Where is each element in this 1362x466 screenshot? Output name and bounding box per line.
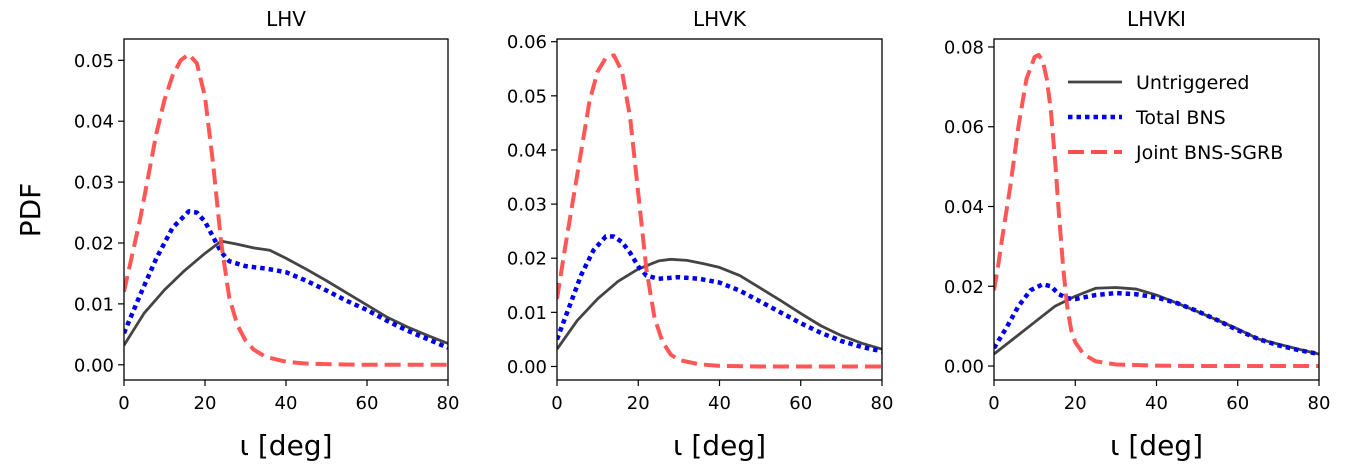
series-line-joint-bns-sgrb	[124, 52, 448, 367]
legend-entry: Untriggered	[1136, 72, 1249, 94]
legend: Untriggered Total BNS Joint BNS-SGRB	[1068, 72, 1283, 164]
series-line-untriggered	[557, 257, 882, 351]
axes-frame	[123, 38, 449, 381]
y-tick-label: 0.00	[74, 355, 114, 376]
x-tick-label: 80	[437, 393, 460, 414]
y-tick-label: 0.04	[507, 140, 547, 161]
y-tick-label: 0.00	[944, 357, 984, 378]
y-tick-label: 0.04	[944, 197, 984, 218]
y-tick-label: 0.08	[944, 37, 984, 58]
x-axis-label: ι [deg]	[1110, 429, 1203, 462]
y-tick-label: 0.03	[74, 173, 114, 194]
x-axis-label: ι [deg]	[673, 429, 766, 462]
y-tick-label: 0.05	[507, 86, 547, 107]
y-tick-label: 0.00	[507, 357, 547, 378]
legend-entry: Total BNS	[1135, 107, 1226, 129]
y-tick-label: 0.05	[74, 51, 114, 72]
x-tick-label: 20	[194, 393, 217, 414]
y-tick-label: 0.01	[507, 303, 547, 324]
y-tick-label: 0.02	[507, 249, 547, 270]
y-tick-label: 0.06	[944, 117, 984, 138]
series-line-joint-bns-sgrb	[557, 53, 882, 369]
legend-entry: Joint BNS-SGRB	[1135, 142, 1283, 164]
x-tick-label: 20	[1064, 393, 1087, 414]
y-tick-label: 0.03	[507, 195, 547, 216]
axes-frame	[556, 38, 883, 381]
plot-area	[124, 52, 448, 367]
panel-lhv: 0 20 40 60 80 0.00 0.01 0.02 0.03 0.04 0.05 LHV ι [d…	[74, 7, 460, 462]
panel-title: LHVKI	[1127, 7, 1186, 31]
x-tick-label: 40	[275, 393, 298, 414]
series-line-total-bns	[124, 209, 448, 350]
y-axis-label: PDF	[14, 183, 47, 238]
x-tick-label: 0	[118, 393, 129, 414]
panel-title: LHV	[266, 7, 306, 31]
y-tick-label: 0.06	[507, 32, 547, 53]
series-line-total-bns	[557, 234, 882, 354]
x-tick-label: 80	[871, 393, 894, 414]
x-tick-label: 20	[627, 393, 650, 414]
y-tick-label: 0.01	[74, 294, 114, 315]
y-tick-label: 0.02	[944, 277, 984, 298]
panel-lhvki: 0 20 40 60 80 0.00 0.02 0.04 0.06 0.08 LHVKI ι [deg…	[944, 7, 1331, 462]
plot-area	[557, 53, 882, 369]
panel-title: LHVK	[693, 7, 747, 31]
panel-lhvk: 0 20 40 60 80 0.00 0.01 0.02 0.03 0.04 0.05 0.06 LHV…	[507, 7, 894, 462]
plot-area	[994, 52, 1319, 369]
series-line-joint-bns-sgrb	[994, 52, 1319, 369]
x-axis-label: ι [deg]	[240, 429, 333, 462]
x-tick-label: 0	[551, 393, 562, 414]
x-tick-label: 60	[789, 393, 812, 414]
x-tick-label: 60	[1226, 393, 1249, 414]
y-tick-label: 0.04	[74, 112, 114, 133]
x-tick-label: 40	[708, 393, 731, 414]
x-tick-label: 80	[1308, 393, 1331, 414]
x-tick-label: 40	[1145, 393, 1168, 414]
series-line-untriggered	[124, 239, 448, 347]
y-tick-label: 0.02	[74, 233, 114, 254]
x-tick-label: 0	[988, 393, 999, 414]
x-tick-label: 60	[356, 393, 379, 414]
